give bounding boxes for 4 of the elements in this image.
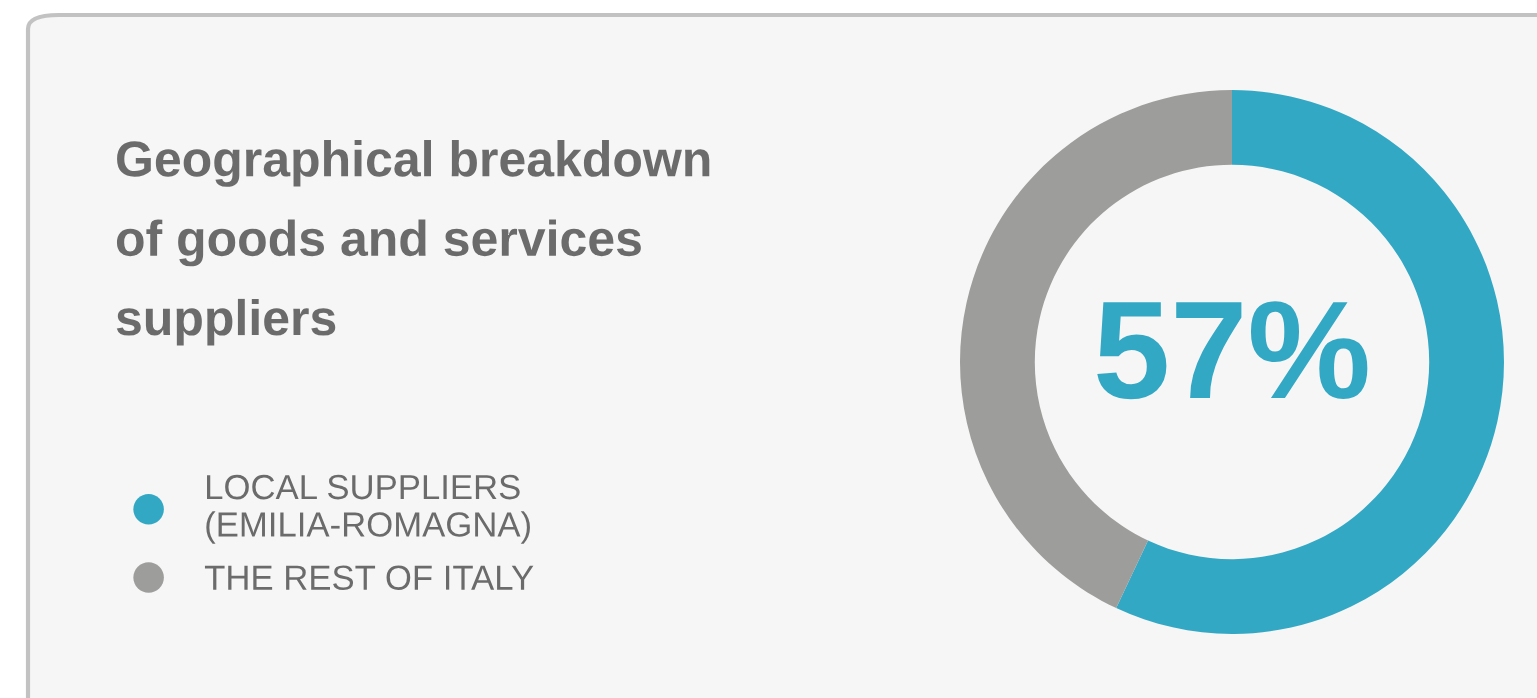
data-label: 57% [1097,301,1368,400]
text: Geographical breakdown of goods and services suppliers [116,140,710,346]
legend-label: LOCAL SUPPLIERS (EMILIA-ROMAGNA) [206,474,530,544]
legend-label: THE REST OF ITALY [204,565,534,590]
